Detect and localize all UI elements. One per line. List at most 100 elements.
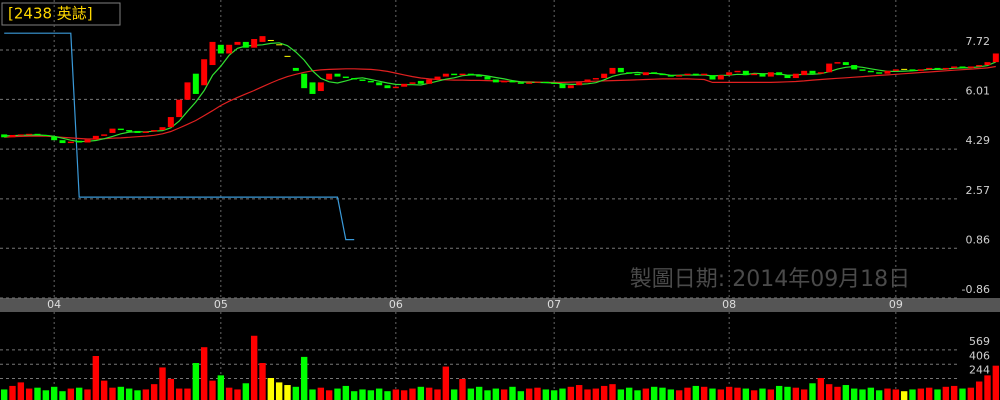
candle	[1, 134, 8, 138]
candle	[742, 70, 749, 76]
volume-bar	[592, 388, 600, 400]
volume-bar	[500, 389, 508, 400]
volume-bar	[900, 391, 908, 400]
y-tick-label: 2.57	[966, 184, 991, 197]
candle	[351, 78, 358, 80]
candle	[417, 80, 424, 84]
candle	[584, 79, 591, 83]
volume-bar	[367, 390, 375, 400]
volume-bar	[967, 387, 975, 400]
volume-bar	[34, 387, 41, 400]
candle	[542, 81, 549, 83]
candle	[9, 134, 16, 138]
line-series	[4, 32, 355, 241]
volume-bar	[9, 385, 16, 400]
volume-bar	[609, 384, 616, 400]
volume-bar	[300, 356, 308, 400]
volume-bar	[109, 387, 116, 400]
volume-bar	[984, 375, 991, 400]
candle	[967, 66, 974, 68]
candle	[934, 67, 941, 70]
volume-bar	[150, 384, 158, 400]
candle	[942, 67, 949, 70]
candle	[801, 70, 808, 76]
candle	[92, 135, 99, 140]
candle	[734, 70, 741, 73]
volume-bar	[267, 378, 275, 400]
candle	[984, 62, 991, 66]
candle	[859, 69, 866, 71]
candle	[226, 44, 233, 54]
candle	[951, 66, 958, 68]
watermark: 製圖日期: 2014年09月18日	[630, 267, 910, 292]
candle	[792, 73, 799, 79]
candle	[917, 69, 924, 71]
volume-bar	[284, 385, 291, 400]
candle	[426, 79, 433, 84]
candle	[667, 75, 674, 77]
volume-bar	[642, 388, 650, 400]
candle	[651, 72, 658, 74]
candle	[467, 73, 474, 76]
volume-bar	[409, 388, 416, 400]
candle	[776, 72, 783, 76]
volume-bar	[225, 387, 233, 400]
volume-bar	[342, 385, 350, 400]
volume-bar	[825, 384, 833, 400]
volume-bar	[892, 389, 900, 400]
candle	[709, 75, 716, 80]
volume-bar	[400, 390, 408, 400]
volume-bar	[25, 388, 33, 400]
candle	[234, 41, 241, 45]
candle	[334, 73, 341, 77]
candle	[76, 140, 83, 143]
volume-bar	[575, 385, 583, 400]
volume-bar	[617, 389, 625, 400]
volume-bar	[475, 386, 483, 400]
candle	[301, 73, 308, 89]
volume-bar	[934, 389, 941, 400]
volume-bar	[542, 389, 550, 400]
volume-bar	[200, 347, 208, 400]
volume-bar	[517, 391, 525, 400]
volume-bar	[817, 378, 825, 400]
candle	[126, 130, 133, 132]
volume-bar	[942, 386, 950, 400]
x-tick-label: 06	[389, 298, 403, 311]
candle	[151, 130, 158, 132]
candle	[842, 62, 849, 66]
candle	[642, 72, 649, 76]
candle	[251, 39, 258, 48]
volume-bar	[742, 388, 750, 400]
candle	[217, 44, 224, 54]
volume-bar	[92, 356, 100, 400]
volume-bar	[750, 390, 758, 400]
volume-bar	[450, 389, 458, 400]
volume-bar	[767, 389, 775, 400]
line-series	[4, 65, 996, 140]
candle	[676, 75, 683, 77]
candle	[909, 69, 916, 71]
y-tick-label: 569	[969, 335, 990, 348]
candle	[109, 128, 116, 133]
volume-bar	[359, 389, 366, 400]
candle	[826, 63, 833, 73]
volume-bar	[275, 382, 283, 400]
volume-bar	[50, 386, 58, 400]
y-tick-label: 7.72	[966, 35, 991, 48]
volume-bar	[159, 367, 166, 400]
volume-bar	[917, 388, 925, 400]
volume-bar	[242, 383, 250, 400]
candle	[501, 80, 508, 83]
candle	[626, 72, 633, 74]
volume-bar	[467, 388, 475, 400]
candle	[717, 75, 724, 80]
candle	[59, 140, 66, 144]
x-tick-label: 04	[47, 298, 61, 311]
volume-bar	[842, 385, 850, 400]
y-tick-label: -0.86	[962, 283, 990, 296]
volume-bar	[959, 388, 966, 400]
candle	[884, 70, 891, 74]
volume-bar	[42, 390, 50, 400]
